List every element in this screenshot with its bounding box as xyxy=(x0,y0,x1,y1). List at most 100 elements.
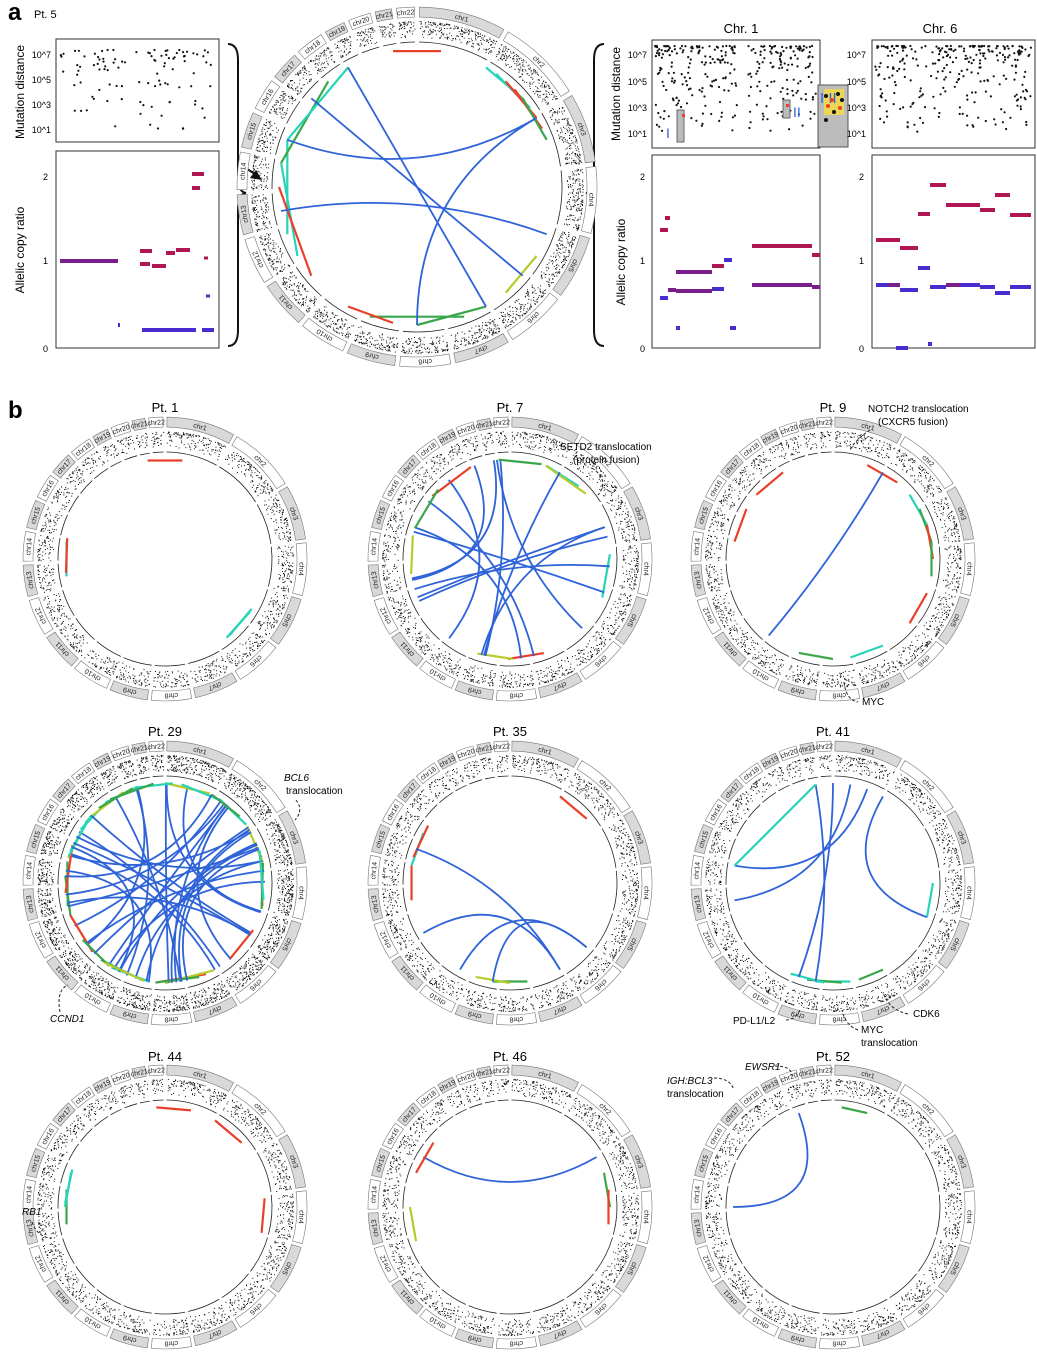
mutation-point xyxy=(949,44,952,48)
sv-link xyxy=(734,788,869,870)
mutation-point xyxy=(892,67,895,70)
chromosome-label: chr7 xyxy=(875,1328,890,1340)
mutation-point xyxy=(182,51,185,54)
mutation-point xyxy=(695,119,698,122)
mutation-point xyxy=(77,49,80,52)
mutation-point xyxy=(789,56,792,59)
sv-link xyxy=(755,471,784,496)
ann-setd2: SETD2 translocation xyxy=(560,442,652,453)
chromosome-band xyxy=(46,955,79,991)
mutation-point xyxy=(896,69,899,73)
sv-link xyxy=(858,968,884,981)
mutation-point xyxy=(667,115,670,118)
mutation-point xyxy=(1014,58,1017,61)
chromosome-label: chr21 xyxy=(798,1068,817,1078)
mutation-point xyxy=(672,71,676,74)
mutation-point xyxy=(123,61,127,64)
sv-link xyxy=(310,97,524,277)
mutation-point xyxy=(979,80,982,83)
chromosome-label: chr22 xyxy=(492,419,510,427)
mutation-point xyxy=(957,78,960,81)
mutation-point xyxy=(750,75,753,78)
chromosome-band xyxy=(193,1320,238,1347)
mutation-point xyxy=(811,96,815,99)
ann-igh-sub: translocation xyxy=(667,1089,724,1100)
chromosome-band xyxy=(109,680,149,701)
sv-link xyxy=(496,459,583,629)
sv-link xyxy=(790,972,825,984)
chromosome-band xyxy=(419,984,456,1013)
mutation-point xyxy=(747,94,751,97)
chromosome-band xyxy=(52,454,76,479)
mutation-point xyxy=(879,62,882,65)
chromosome-band xyxy=(902,964,945,1004)
mutation-point xyxy=(194,103,197,106)
mutation-point xyxy=(1018,45,1021,48)
mutation-point xyxy=(971,124,974,127)
mutation-point xyxy=(686,84,689,87)
mutation-point xyxy=(106,69,109,72)
sv-link xyxy=(408,1206,418,1242)
mutation-point xyxy=(752,47,755,51)
mutation-point xyxy=(723,61,727,64)
mutation-point xyxy=(972,46,975,49)
mutation-point xyxy=(923,106,927,109)
chromosome-label: chr8 xyxy=(164,1339,178,1347)
mutation-point xyxy=(763,57,766,60)
mutation-point xyxy=(909,105,912,108)
mutation-point xyxy=(724,51,727,54)
mutation-point xyxy=(781,45,784,49)
mutation-point xyxy=(779,63,782,66)
chromosome-band xyxy=(495,1012,538,1026)
mutation-point xyxy=(966,68,969,71)
mutation-point xyxy=(166,49,169,52)
mutation-point xyxy=(658,48,661,51)
mutation-point xyxy=(60,55,63,58)
chromosome-band xyxy=(899,436,954,490)
mutation-point xyxy=(112,48,115,52)
mutation-point xyxy=(1019,108,1023,111)
chromosome-band xyxy=(367,854,381,886)
mutation-point xyxy=(1013,52,1016,55)
ann-pdl1: PD-L1/L2 xyxy=(733,1016,776,1027)
mutation-point xyxy=(676,102,680,105)
chromosome-band xyxy=(742,984,779,1013)
mutation-point xyxy=(660,49,663,52)
mutation-point xyxy=(98,68,101,71)
chromosome-label: chr21 xyxy=(375,11,394,21)
mutation-point xyxy=(725,44,728,48)
chromosome-label: chr13 xyxy=(694,571,704,589)
chromosome-label: chr21 xyxy=(130,1068,149,1078)
mutation-point xyxy=(101,49,104,53)
mutation-point xyxy=(802,45,806,48)
chromosome-band xyxy=(799,742,815,756)
mutation-point xyxy=(91,95,94,98)
mutation-point xyxy=(1017,98,1020,101)
sv-link xyxy=(418,535,608,602)
chromosome-band xyxy=(26,499,46,531)
mutation-point xyxy=(797,113,801,116)
mutation-point xyxy=(1015,93,1018,96)
mutation-point xyxy=(120,98,123,101)
mutation-point xyxy=(804,92,807,96)
mutation-point xyxy=(983,79,986,82)
chr1-copy-ratio-plot xyxy=(651,154,821,349)
chromosome-band xyxy=(694,499,714,531)
pt5-copy-ratio-ylabel: Allelic copy ratio xyxy=(13,206,27,293)
mutation-point xyxy=(160,54,163,57)
mutation-point xyxy=(700,61,704,64)
chromosome-band xyxy=(166,1064,234,1092)
chromosome-band xyxy=(720,1102,744,1127)
chromosome-band xyxy=(236,151,251,191)
mutation-point xyxy=(671,97,675,100)
chromosome-label: chr22 xyxy=(492,743,510,751)
chromosome-band xyxy=(92,752,112,770)
mutation-point xyxy=(889,50,892,53)
chromosome-band xyxy=(777,1004,817,1025)
mutation-point xyxy=(156,72,159,75)
chromosome-band xyxy=(538,996,583,1023)
chromosome-label: chr7 xyxy=(875,1004,890,1016)
chromosome-band xyxy=(381,1122,404,1150)
chromosome-label: chr3 xyxy=(576,122,587,137)
mutation-point xyxy=(983,44,986,48)
